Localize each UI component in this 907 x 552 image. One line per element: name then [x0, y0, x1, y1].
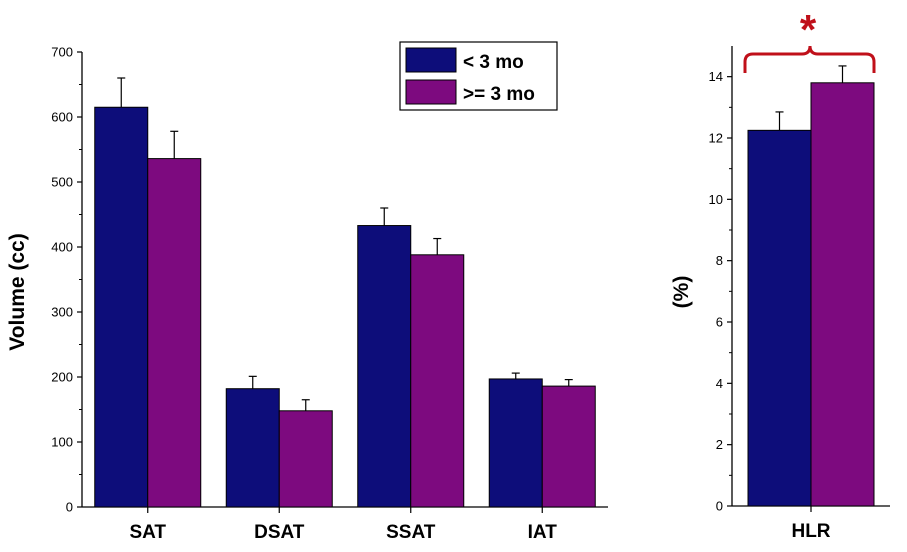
volume-bar-iat-series-1: [541, 385, 596, 508]
volume-y-tick-label: 500: [51, 175, 73, 190]
hlr-y-tick-label: 0: [716, 499, 723, 514]
hlr-y-tick-label: 10: [709, 192, 723, 207]
hlr-chart: 0 2 4 6 8 10 12 14 HLR: [709, 46, 890, 542]
volume-bar-ssat-series-1: [410, 254, 465, 508]
volume-y-tick-label: 300: [51, 305, 73, 320]
hlr-category-label: HLR: [791, 521, 830, 542]
hlr-y-axis-title: (%): [670, 276, 693, 309]
significance-bracket: [743, 45, 876, 73]
legend-swatch-ge3: [405, 79, 457, 105]
volume-chart: 0 100 200 300 400 500 600 700 SAT DSAT SSAT IAT: [51, 45, 608, 543]
volume-bar-sat-series-1: [147, 158, 202, 508]
hlr-y-tick-label: 12: [709, 131, 723, 146]
volume-category-label: SSAT: [386, 522, 436, 543]
legend-label-lt3: < 3 mo: [463, 52, 524, 73]
hlr-y-tick-label: 14: [709, 69, 723, 84]
volume-bar-iat-series-0: [488, 378, 543, 508]
legend: < 3 mo >= 3 mo: [399, 41, 558, 111]
volume-y-tick-label: 700: [51, 45, 73, 60]
hlr-bar-hlr-series-0: [747, 129, 812, 507]
volume-y-tick-label: 600: [51, 110, 73, 125]
legend-label-ge3: >= 3 mo: [463, 84, 535, 105]
volume-y-axis-title: Volume (cc): [6, 233, 29, 350]
volume-y-tick-label: 100: [51, 435, 73, 450]
volume-bar-dsat-series-1: [278, 410, 333, 508]
volume-category-label: DSAT: [254, 522, 305, 543]
legend-swatch-lt3: [405, 47, 457, 73]
volume-bar-dsat-series-0: [225, 388, 280, 508]
hlr-bar-hlr-series-1: [810, 82, 875, 507]
volume-y-tick-label: 0: [66, 500, 73, 515]
hlr-y-tick-label: 4: [716, 376, 723, 391]
volume-y-tick-label: 200: [51, 370, 73, 385]
hlr-y-tick-label: 6: [716, 315, 723, 330]
volume-category-label: SAT: [129, 522, 166, 543]
significance-star: *: [800, 6, 817, 53]
volume-category-label: IAT: [528, 522, 558, 543]
hlr-y-tick-label: 2: [716, 437, 723, 452]
volume-bar-ssat-series-0: [357, 225, 412, 508]
volume-bar-sat-series-0: [94, 106, 149, 508]
hlr-y-tick-label: 8: [716, 253, 723, 268]
volume-y-tick-label: 400: [51, 240, 73, 255]
